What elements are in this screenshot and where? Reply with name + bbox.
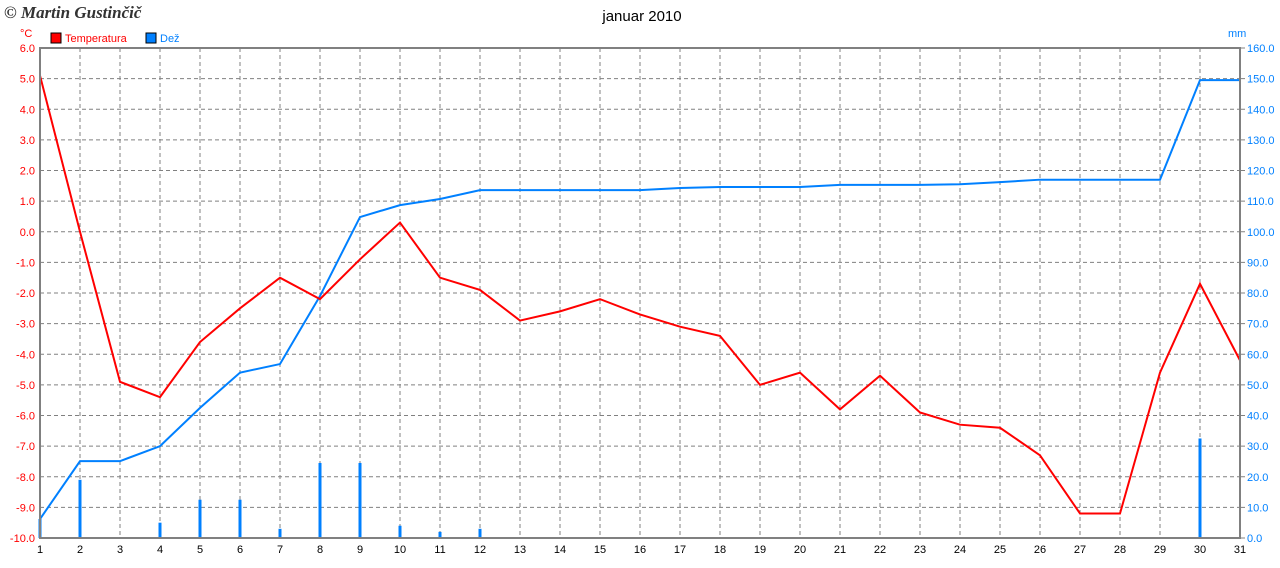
x-tick-label: 4 <box>157 544 163 556</box>
legend-label-dez: Dež <box>160 33 180 45</box>
left-axis-unit: °C <box>20 28 32 40</box>
left-tick-label: -2.0 <box>16 288 35 300</box>
x-tick-label: 18 <box>714 544 726 556</box>
right-axis-unit: mm <box>1228 28 1246 40</box>
right-tick-label: 90.0 <box>1247 257 1268 269</box>
x-tick-label: 25 <box>994 544 1006 556</box>
left-tick-label: -9.0 <box>16 502 35 514</box>
x-tick-label: 10 <box>394 544 406 556</box>
rain-bar <box>278 528 282 538</box>
right-tick-label: 110.0 <box>1247 196 1274 208</box>
left-tick-label: 5.0 <box>20 74 35 86</box>
watermark: © Martin Gustinčič <box>4 3 143 22</box>
x-tick-label: 19 <box>754 544 766 556</box>
x-tick-label: 9 <box>357 544 363 556</box>
right-tick-label: 0.0 <box>1247 533 1262 545</box>
x-tick-label: 6 <box>237 544 243 556</box>
rain-bar <box>158 522 162 538</box>
right-tick-label: 50.0 <box>1247 380 1268 392</box>
x-tick-label: 24 <box>954 544 966 556</box>
left-tick-label: -3.0 <box>16 319 35 331</box>
left-tick-label: -8.0 <box>16 472 35 484</box>
rain-bar <box>478 528 482 538</box>
x-tick-label: 12 <box>474 544 486 556</box>
x-tick-label: 5 <box>197 544 203 556</box>
rain-bar <box>1198 438 1202 538</box>
chart-title: januar 2010 <box>601 8 681 25</box>
x-tick-label: 30 <box>1194 544 1206 556</box>
left-tick-label: 1.0 <box>20 196 35 208</box>
x-tick-label: 27 <box>1074 544 1086 556</box>
x-tick-label: 20 <box>794 544 806 556</box>
x-tick-label: 21 <box>834 544 846 556</box>
right-tick-label: 150.0 <box>1247 74 1275 86</box>
rain-bar <box>198 499 202 538</box>
left-tick-label: -5.0 <box>16 380 35 392</box>
right-tick-label: 70.0 <box>1247 319 1268 331</box>
x-tick-label: 15 <box>594 544 606 556</box>
x-tick-label: 17 <box>674 544 686 556</box>
x-tick-label: 2 <box>77 544 83 556</box>
left-tick-label: -4.0 <box>16 349 35 361</box>
x-tick-label: 16 <box>634 544 646 556</box>
left-axis-ticks: -10.0 -9.0 -8.0 -7.0 -6.0 -5.0 -4.0 -3.0 -2.0 -1.… <box>10 43 35 545</box>
right-tick-label: 100.0 <box>1247 227 1275 239</box>
left-tick-label: -1.0 <box>16 257 35 269</box>
right-tick-label: 120.0 <box>1247 166 1275 178</box>
rain-cumulative-line <box>39 79 1240 520</box>
legend-swatch-dez <box>145 32 157 44</box>
right-axis-ticks: 0.0 10.0 20.0 30.0 40.0 50.0 60.0 70.0 80.0 90.0 1… <box>1240 43 1275 545</box>
right-tick-label: 80.0 <box>1247 288 1268 300</box>
x-axis-ticks: 1 2 3 4 5 6 7 8 9 10 11 12 13 14 15 16 17 18 19 20 21 22 23 24 2… <box>37 544 1246 556</box>
legend-label-temperatura: Temperatura <box>65 33 128 45</box>
right-tick-label: 10.0 <box>1247 502 1268 514</box>
x-tick-label: 3 <box>117 544 123 556</box>
series-lines <box>39 75 1241 520</box>
legend: Temperatura Dež <box>50 32 180 45</box>
right-tick-label: 40.0 <box>1247 411 1268 423</box>
grid <box>39 47 1241 539</box>
x-tick-label: 7 <box>277 544 283 556</box>
x-tick-label: 8 <box>317 544 323 556</box>
rain-daily-bars <box>38 438 1202 539</box>
rain-bar <box>438 531 442 538</box>
x-tick-label: 1 <box>37 544 43 556</box>
right-tick-label: 160.0 <box>1247 43 1275 55</box>
x-tick-label: 23 <box>914 544 926 556</box>
right-tick-label: 30.0 <box>1247 441 1268 453</box>
rain-bar <box>398 525 402 538</box>
x-tick-label: 28 <box>1114 544 1126 556</box>
left-tick-label: 4.0 <box>20 104 35 116</box>
right-tick-label: 60.0 <box>1247 349 1268 361</box>
legend-swatch-temperatura <box>50 32 62 44</box>
left-tick-label: -6.0 <box>16 411 35 423</box>
left-tick-label: 0.0 <box>20 227 35 239</box>
left-tick-label: 3.0 <box>20 135 35 147</box>
rain-bar <box>238 499 242 538</box>
left-tick-label: -7.0 <box>16 441 35 453</box>
right-tick-label: 20.0 <box>1247 472 1268 484</box>
x-tick-label: 14 <box>554 544 566 556</box>
x-tick-label: 13 <box>514 544 526 556</box>
left-tick-label: 6.0 <box>20 43 35 55</box>
right-tick-label: 130.0 <box>1247 135 1275 147</box>
x-tick-label: 11 <box>434 544 445 556</box>
x-tick-label: 29 <box>1154 544 1166 556</box>
left-tick-label: 2.0 <box>20 166 35 178</box>
temperature-line <box>39 75 1241 515</box>
x-tick-label: 22 <box>874 544 886 556</box>
x-tick-label: 31 <box>1234 544 1246 556</box>
rain-bar <box>358 462 362 538</box>
plot-frame <box>39 47 1241 539</box>
left-tick-label: -10.0 <box>10 533 35 545</box>
rain-bar <box>318 462 322 538</box>
x-tick-label: 26 <box>1034 544 1046 556</box>
right-tick-label: 140.0 <box>1247 104 1275 116</box>
rain-bar <box>78 479 82 538</box>
